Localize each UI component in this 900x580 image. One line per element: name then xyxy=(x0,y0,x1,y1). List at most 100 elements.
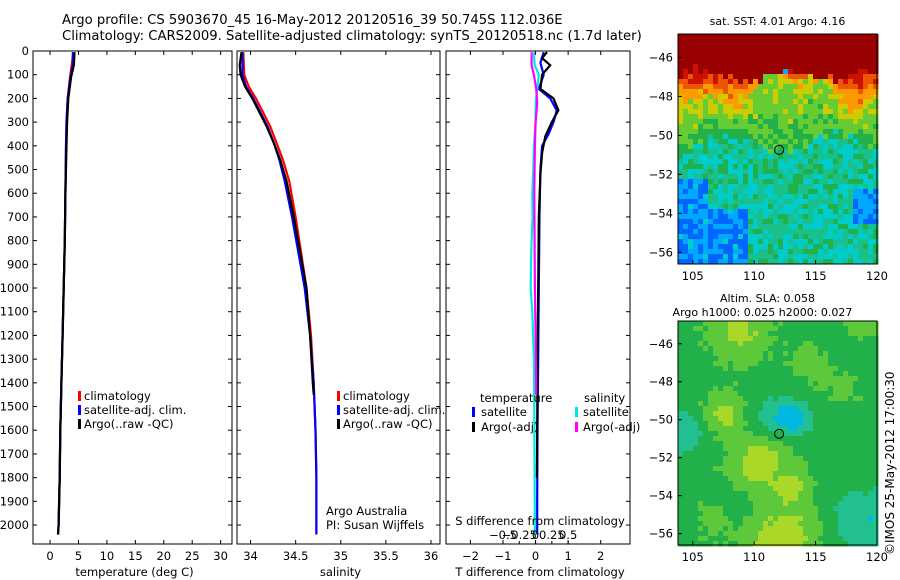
heat-cell xyxy=(718,481,724,487)
heat-cell xyxy=(813,371,819,377)
heat-cell xyxy=(853,189,859,195)
heat-cell xyxy=(868,209,874,215)
heat-cell xyxy=(843,119,849,125)
heat-cell xyxy=(708,331,714,337)
heat-cell xyxy=(768,441,774,447)
heat-cell xyxy=(813,89,819,95)
heat-cell xyxy=(703,104,709,110)
heat-cell xyxy=(728,199,734,205)
heat-cell xyxy=(818,331,824,337)
heat-cell xyxy=(738,421,744,427)
heat-cell xyxy=(803,531,809,537)
heat-cell xyxy=(813,521,819,527)
heat-cell xyxy=(703,49,709,55)
heat-cell xyxy=(783,204,789,210)
heat-cell xyxy=(858,169,864,175)
heat-cell xyxy=(803,521,809,527)
heat-cell xyxy=(828,249,834,255)
heat-cell xyxy=(728,244,734,250)
heat-cell xyxy=(793,119,799,125)
heat-cell xyxy=(813,109,819,115)
heat-cell xyxy=(803,199,809,205)
heat-cell xyxy=(698,149,704,155)
heat-cell xyxy=(713,471,719,477)
heat-cell xyxy=(778,89,784,95)
heat-cell xyxy=(713,321,719,327)
heat-cell xyxy=(698,486,704,492)
heat-cell xyxy=(733,169,739,175)
heat-cell xyxy=(803,416,809,422)
heat-cell xyxy=(778,461,784,467)
heat-cell xyxy=(713,214,719,220)
heat-cell xyxy=(748,446,754,452)
heat-cell xyxy=(823,511,829,517)
heat-cell xyxy=(748,199,754,205)
heat-cell xyxy=(848,486,854,492)
heat-cell xyxy=(723,456,729,462)
heat-cell xyxy=(688,451,694,457)
heat-cell xyxy=(793,54,799,60)
heat-cell xyxy=(793,396,799,402)
heat-cell xyxy=(738,366,744,372)
heat-cell xyxy=(768,336,774,342)
heat-cell xyxy=(758,366,764,372)
heat-cell xyxy=(828,516,834,522)
heat-cell xyxy=(798,124,804,130)
heat-cell xyxy=(708,526,714,532)
heat-cell xyxy=(683,39,689,45)
heat-cell xyxy=(818,361,824,367)
heat-cell xyxy=(678,34,684,40)
heat-cell xyxy=(738,481,744,487)
heat-cell xyxy=(733,239,739,245)
heat-cell xyxy=(683,441,689,447)
heat-cell xyxy=(763,49,769,55)
heat-cell xyxy=(763,541,769,547)
heat-cell xyxy=(778,154,784,160)
heat-cell xyxy=(683,326,689,332)
heat-cell xyxy=(688,411,694,417)
heat-cell xyxy=(678,259,684,265)
heat-cell xyxy=(778,451,784,457)
heat-cell xyxy=(703,471,709,477)
heat-cell xyxy=(698,114,704,120)
heat-cell xyxy=(718,476,724,482)
heat-cell xyxy=(828,109,834,115)
heat-cell xyxy=(693,84,699,90)
heat-cell xyxy=(693,396,699,402)
y-tick-label: −48 xyxy=(649,375,673,389)
heat-cell xyxy=(678,346,684,352)
heat-cell xyxy=(823,451,829,457)
heat-cell xyxy=(678,124,684,130)
heat-cell xyxy=(843,476,849,482)
heat-cell xyxy=(823,406,829,412)
heat-cell xyxy=(868,516,874,522)
heat-cell xyxy=(753,461,759,467)
heat-cell xyxy=(688,219,694,225)
heat-cell xyxy=(678,89,684,95)
heat-cell xyxy=(798,199,804,205)
heat-cell xyxy=(743,84,749,90)
heat-cell xyxy=(718,416,724,422)
heat-cell xyxy=(708,174,714,180)
heat-cell xyxy=(733,386,739,392)
heat-cell xyxy=(863,381,869,387)
heat-cell xyxy=(793,194,799,200)
heat-cell xyxy=(848,496,854,502)
heat-cell xyxy=(778,516,784,522)
heat-cell xyxy=(743,179,749,185)
heat-cell xyxy=(808,39,814,45)
heat-cell xyxy=(803,431,809,437)
heat-cell xyxy=(863,431,869,437)
heat-cell xyxy=(858,194,864,200)
heat-cell xyxy=(678,179,684,185)
heat-cell xyxy=(773,244,779,250)
heat-cell xyxy=(813,321,819,327)
heat-cell xyxy=(833,109,839,115)
heat-cell xyxy=(703,164,709,170)
heat-cell xyxy=(838,496,844,502)
heat-cell xyxy=(753,356,759,362)
heat-cell xyxy=(868,411,874,417)
heat-cell xyxy=(773,336,779,342)
heat-cell xyxy=(828,59,834,65)
heat-cell xyxy=(693,74,699,80)
